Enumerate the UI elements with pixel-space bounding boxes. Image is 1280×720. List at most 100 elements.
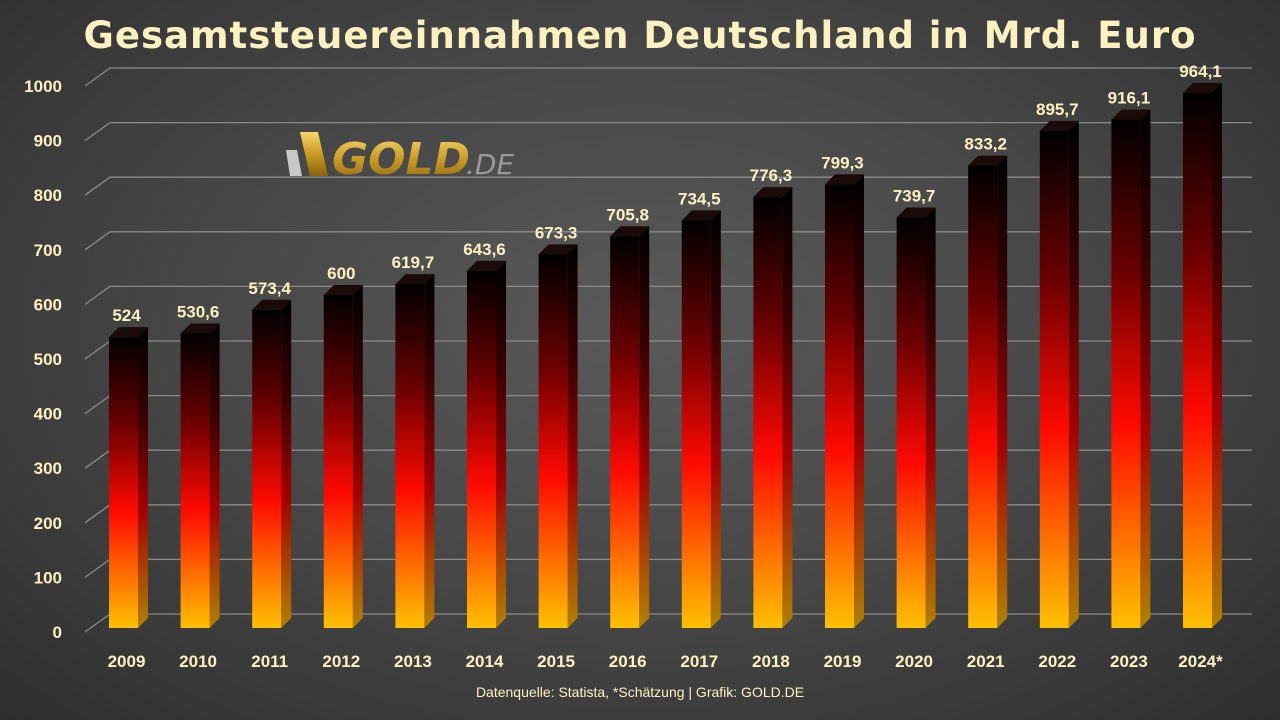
bar-front (252, 309, 282, 628)
bar-side (567, 244, 578, 629)
bar-top (1183, 82, 1222, 93)
bar-front (825, 184, 854, 629)
bar-top (681, 210, 721, 221)
bar-top (1039, 120, 1079, 131)
bar: 573,4 2011 (248, 279, 291, 671)
bar-front (538, 254, 568, 629)
x-tick-label: 2012 (322, 652, 360, 671)
gridline (84, 176, 1252, 196)
bar-front (753, 197, 783, 628)
y-tick-label: 0 (53, 623, 62, 642)
svg-text:GOLD: GOLD (332, 134, 470, 185)
bar-side (1212, 82, 1222, 628)
chart-title: Gesamtsteuereinnahmen Deutschland in Mrd… (83, 14, 1197, 57)
bar-side (424, 274, 435, 628)
x-tick-label: 2022 (1038, 652, 1076, 671)
bar-top (109, 327, 148, 338)
bar-top (753, 187, 793, 198)
source-note: Datenquelle: Statista, *Schätzung | Graf… (475, 684, 805, 700)
bar-front (1039, 130, 1069, 628)
gridline (84, 231, 1252, 251)
data-label: 619,7 (392, 253, 435, 272)
data-label: 673,3 (535, 223, 578, 242)
bar: 600 2012 (322, 264, 363, 671)
x-tick-label: 2021 (967, 652, 1005, 671)
bar-front (109, 337, 138, 628)
bar-top (395, 274, 435, 285)
y-tick-label: 200 (34, 514, 62, 533)
bar-side (925, 207, 936, 629)
bar-side (997, 155, 1008, 628)
bar: 524 2009 (108, 306, 148, 671)
x-tick-label: 2016 (609, 652, 647, 671)
data-label: 734,5 (678, 189, 721, 208)
bar-top (896, 207, 936, 218)
data-label: 776,3 (750, 166, 793, 185)
bar: 799,3 2019 (821, 153, 864, 671)
bar-side (496, 260, 506, 628)
x-tick-label: 2023 (1110, 652, 1148, 671)
x-tick-label: 2014 (466, 652, 504, 671)
bar-top (825, 174, 864, 185)
y-tick-label: 800 (34, 186, 62, 205)
bar-side (854, 174, 864, 629)
bar-side (138, 327, 148, 628)
bar-side (710, 210, 721, 629)
bar: 833,2 2021 (964, 135, 1008, 671)
bar-front (896, 217, 926, 629)
x-tick-label: 2015 (537, 652, 575, 671)
data-label: 739,7 (893, 186, 936, 205)
bar: 673,3 2015 (535, 223, 578, 671)
x-tick-label: 2017 (680, 652, 718, 671)
data-label: 799,3 (821, 153, 864, 172)
y-tick-label: 500 (34, 350, 62, 369)
data-label: 573,4 (248, 279, 291, 298)
y-tick-label: 1000 (24, 77, 62, 96)
bar-front (681, 220, 711, 629)
bar: 619,7 2013 (392, 253, 435, 671)
bar-top (538, 244, 578, 255)
gridline (84, 67, 1252, 87)
gold-de-logo: GOLD .DE (286, 132, 514, 185)
gridline (84, 285, 1252, 305)
bar: 916,1 2023 (1108, 89, 1151, 671)
bar-top (968, 155, 1008, 166)
svg-text:.DE: .DE (466, 148, 514, 181)
bar-top (610, 226, 650, 237)
bar: 964,1 2024* (1178, 62, 1223, 671)
y-tick-label: 700 (34, 241, 62, 260)
bar-top (323, 285, 363, 295)
x-tick-label: 2009 (108, 652, 146, 671)
bar-side (281, 299, 292, 628)
data-label: 916,1 (1108, 89, 1151, 108)
bar: 776,3 2018 (750, 166, 793, 671)
x-tick-label: 2010 (179, 652, 217, 671)
data-label: 833,2 (964, 135, 1007, 154)
x-tick-label: 2019 (824, 652, 862, 671)
bar-side (1068, 120, 1079, 628)
bar-top (467, 260, 506, 271)
bar-side (352, 285, 363, 628)
x-tick-label: 2018 (752, 652, 790, 671)
y-tick-label: 600 (34, 295, 62, 314)
bar-front (395, 284, 425, 628)
bar: 734,5 2017 (678, 189, 721, 671)
bar-front (467, 270, 496, 628)
data-label: 643,6 (463, 240, 506, 259)
data-label: 705,8 (606, 205, 649, 224)
x-tick-label: 2020 (895, 652, 933, 671)
data-label: 600 (327, 264, 355, 283)
y-tick-label: 400 (34, 405, 62, 424)
bar-side (782, 187, 793, 628)
bar-front (180, 333, 210, 628)
bar-top (1111, 109, 1151, 120)
data-label: 524 (112, 306, 141, 325)
bar: 643,6 2014 (463, 240, 506, 671)
bar-side (639, 226, 650, 628)
data-label: 530,6 (177, 303, 220, 322)
bar: 739,7 2020 (893, 186, 936, 671)
data-label: 895,7 (1036, 100, 1079, 119)
bar: 895,7 2022 (1036, 100, 1079, 671)
bar-side (209, 323, 220, 628)
